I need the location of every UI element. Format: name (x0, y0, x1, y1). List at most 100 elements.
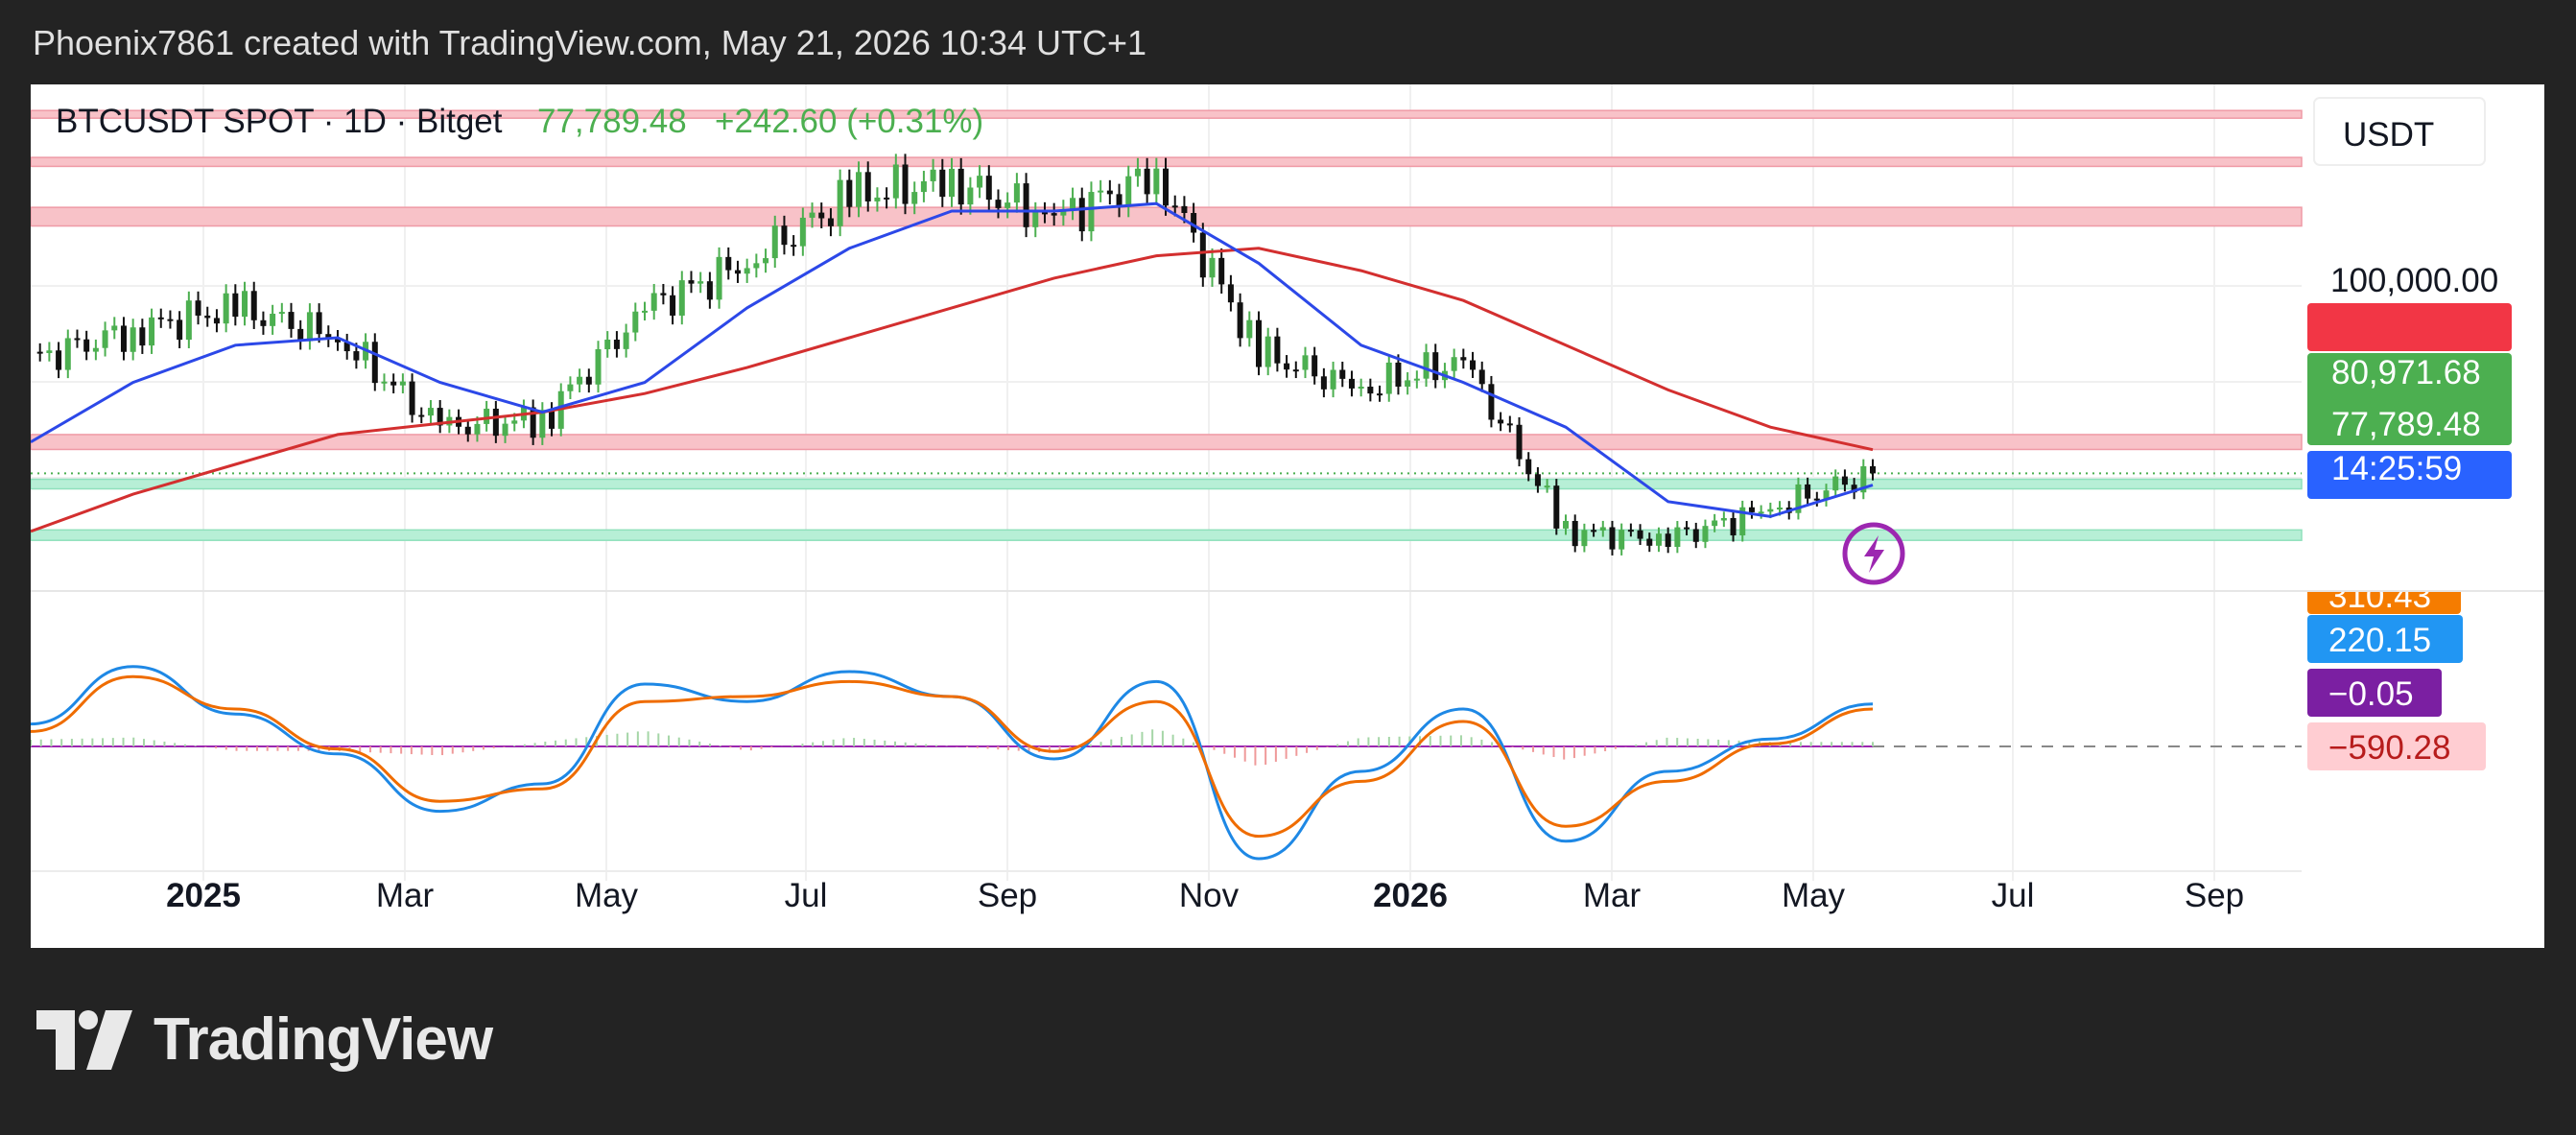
candle-body (297, 328, 304, 342)
candle-body (1302, 355, 1309, 370)
candle-body (549, 410, 555, 429)
candle-body (1144, 168, 1150, 195)
candle-body (1832, 476, 1839, 491)
candle-body (464, 426, 471, 435)
time-axis-label: Sep (978, 877, 1037, 914)
candle-body (1070, 198, 1076, 210)
candle-body (484, 408, 490, 424)
price-scale-label: 77,789.48 (2331, 406, 2481, 443)
candle-body (1665, 533, 1671, 547)
candle-body (967, 187, 974, 205)
candle-body (1451, 357, 1457, 371)
candle-body (1246, 319, 1253, 339)
candle-body (213, 318, 220, 324)
price-chart[interactable]: 2025 Mar May Jul Sep Nov 2026 Mar May Jul Sep 80,9… (31, 84, 2544, 948)
candle-body (1312, 355, 1318, 377)
candle-body (502, 423, 508, 437)
candle-body (306, 312, 313, 342)
indicator-label-bg (2307, 722, 2486, 770)
candle-body (1702, 526, 1709, 542)
candle-body (1320, 376, 1327, 390)
candle-body (650, 293, 657, 311)
candle-body (1041, 212, 1048, 215)
candle-body (1488, 384, 1495, 420)
candle-body (260, 319, 267, 326)
chart-panel[interactable]: 2025 Mar May Jul Sep Nov 2026 Mar May Jul Sep 80,9… (31, 84, 2544, 948)
candle-body (985, 176, 992, 201)
candle-body (353, 351, 360, 361)
candle-body (874, 197, 881, 201)
candle-body (1460, 357, 1467, 361)
candle-body (1171, 205, 1178, 208)
tradingview-logo[interactable]: TradingView (36, 1005, 493, 1074)
candle-body (1032, 212, 1039, 227)
candle-body (1506, 423, 1513, 426)
support-zone (31, 478, 2303, 490)
candle-body (185, 300, 192, 341)
candle-body (530, 407, 536, 438)
moving-averages (31, 201, 1874, 533)
candle-body (204, 315, 211, 319)
candle-body (1525, 459, 1532, 475)
candle-body (1385, 362, 1392, 394)
candle-body (1405, 380, 1411, 387)
candle-body (418, 414, 425, 417)
candle-body (167, 319, 174, 321)
lightning-icon[interactable] (1842, 522, 1905, 585)
time-axis-label: 2026 (1373, 877, 1448, 914)
time-axis-label: Mar (1583, 877, 1642, 914)
resistance-zone (31, 434, 2303, 451)
candle-body (83, 339, 90, 352)
candle-body (1191, 212, 1197, 233)
candle-body (1051, 213, 1057, 216)
candle-body (1684, 527, 1690, 530)
candle-body (688, 280, 695, 284)
price-scale-label: 76,223.53 (2331, 506, 2481, 543)
candle-body (892, 164, 899, 199)
countdown-label: 14:25:59 (2331, 450, 2462, 487)
indicator-label-bg (2307, 585, 2461, 614)
resistance-zone (31, 109, 2303, 119)
macd-line (31, 665, 1874, 861)
candle-body (74, 338, 81, 341)
candle-body (242, 291, 248, 318)
candle-body (930, 169, 936, 181)
candle-body (623, 332, 629, 349)
ema-long-line (31, 247, 1874, 533)
candle-body (1060, 209, 1067, 216)
price-scale-label: 80,971.68 (2331, 354, 2481, 391)
indicator-label: −590.28 (2328, 729, 2451, 767)
price-tick-label: 100,000.00 (2330, 262, 2498, 299)
candle-body (660, 293, 667, 296)
candle-body (1358, 387, 1364, 390)
candle-body (585, 376, 592, 385)
candle-body (1795, 484, 1802, 513)
candle-body (1078, 198, 1085, 232)
candle-body (1777, 508, 1784, 510)
candle-body (1674, 527, 1681, 547)
time-axis-label: Jul (1992, 877, 2035, 914)
candle-body (223, 293, 229, 324)
last-price-legend: 77,789.48 (537, 103, 687, 140)
candle-body (1692, 529, 1699, 542)
candle-body (1516, 424, 1523, 460)
candle-body (278, 312, 285, 315)
candle-body (613, 340, 620, 349)
candle-body (1264, 336, 1271, 367)
time-axis-label: 2025 (166, 877, 241, 914)
candle-body (1470, 360, 1477, 370)
currency-button[interactable] (2313, 97, 2486, 166)
candle-body (939, 169, 946, 198)
candle-body (343, 342, 350, 352)
symbol-legend[interactable]: BTCUSDT SPOT · 1D · Bitget (56, 103, 503, 140)
candle-body (995, 200, 1002, 208)
candle-body (753, 263, 760, 269)
candle-body (604, 340, 611, 350)
candle-body (1209, 257, 1216, 278)
candle-body (763, 258, 769, 264)
candle-body (846, 179, 853, 207)
candle-body (1813, 498, 1820, 501)
candle-body (157, 317, 164, 319)
candle-body (1237, 302, 1243, 339)
candle-body (977, 176, 983, 188)
